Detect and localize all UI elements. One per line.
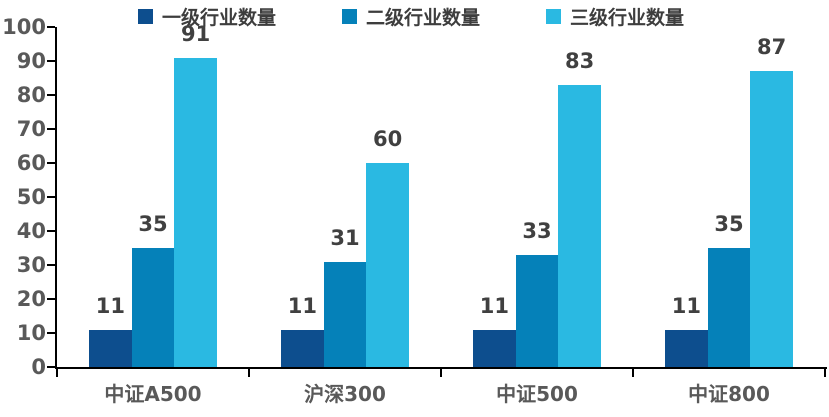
- legend-label: 一级行业数量: [162, 7, 277, 29]
- y-axis-tick: [47, 196, 55, 198]
- y-axis-tick-label: 30: [16, 253, 46, 277]
- y-axis-tick-label: 10: [16, 321, 46, 345]
- bar-series-2: [707, 248, 751, 367]
- legend-item-series-3: 三级行业数量: [546, 3, 684, 30]
- x-category-label: 中证A500: [104, 382, 202, 406]
- y-axis-tick: [47, 94, 55, 96]
- legend-item-series-2: 二级行业数量: [342, 3, 480, 30]
- y-axis-tick: [47, 332, 55, 334]
- bar-value-label: 11: [95, 293, 125, 318]
- y-axis-tick: [47, 298, 55, 300]
- y-axis-tick: [47, 60, 55, 62]
- bar-series-3: [174, 57, 217, 367]
- y-axis-tick-label: 80: [16, 83, 46, 107]
- legend-swatch-icon: [546, 9, 562, 24]
- legend-swatch-icon: [138, 9, 153, 24]
- bar-value-label: 33: [522, 218, 552, 243]
- x-category-label: 沪深300: [304, 382, 386, 406]
- bar-series-1: [473, 329, 516, 367]
- y-axis-tick-label: 100: [2, 15, 46, 39]
- bar-series-3: [750, 71, 793, 367]
- x-category-label: 中证800: [688, 382, 770, 406]
- bar-series-3: [366, 163, 409, 367]
- x-category-label: 中证500: [496, 382, 578, 406]
- legend-label: 二级行业数量: [366, 7, 481, 29]
- y-axis-tick-label: 70: [16, 117, 46, 141]
- bar-series-2: [515, 254, 559, 367]
- y-axis-line: [55, 27, 57, 369]
- bar-value-label: 11: [671, 293, 701, 318]
- x-axis-tick: [632, 369, 634, 377]
- bar-value-label: 91: [181, 21, 211, 46]
- y-axis-tick-label: 50: [16, 185, 46, 209]
- y-axis-tick: [47, 264, 55, 266]
- bar-series-2: [131, 248, 175, 367]
- y-axis-tick: [47, 162, 55, 164]
- bar-series-1: [89, 329, 132, 367]
- y-axis-tick-label: 60: [16, 151, 46, 175]
- y-axis-tick-label: 20: [16, 287, 46, 311]
- y-axis-tick-label: 0: [31, 355, 46, 379]
- bar-value-label: 35: [138, 212, 168, 236]
- bar-value-label: 60: [373, 127, 403, 151]
- x-axis-tick: [56, 369, 58, 377]
- y-axis-tick-label: 40: [16, 219, 46, 243]
- bar-value-label: 11: [479, 293, 509, 318]
- x-axis-tick: [440, 369, 442, 377]
- bar-value-label: 11: [287, 293, 317, 318]
- bar-value-label: 83: [565, 48, 595, 73]
- bar-series-2: [323, 261, 367, 367]
- y-axis-tick: [47, 26, 55, 28]
- bar-series-3: [558, 84, 601, 367]
- x-axis-tick: [824, 369, 826, 377]
- bar-series-1: [281, 329, 324, 367]
- legend-swatch-icon: [342, 9, 358, 24]
- x-axis-tick: [248, 369, 250, 377]
- y-axis-tick: [47, 366, 55, 368]
- bar-value-label: 35: [714, 212, 744, 236]
- y-axis-tick: [47, 128, 55, 130]
- legend-item-series-1: 一级行业数量: [138, 3, 276, 30]
- bar-value-label: 31: [330, 225, 360, 250]
- y-axis-tick: [47, 230, 55, 232]
- legend-label: 三级行业数量: [570, 7, 685, 29]
- x-axis-line: [55, 367, 827, 369]
- bar-value-label: 87: [757, 35, 787, 60]
- bar-series-1: [665, 329, 708, 367]
- y-axis-tick-label: 90: [16, 49, 46, 73]
- chart-legend: 一级行业数量 二级行业数量 三级行业数量: [138, 3, 684, 30]
